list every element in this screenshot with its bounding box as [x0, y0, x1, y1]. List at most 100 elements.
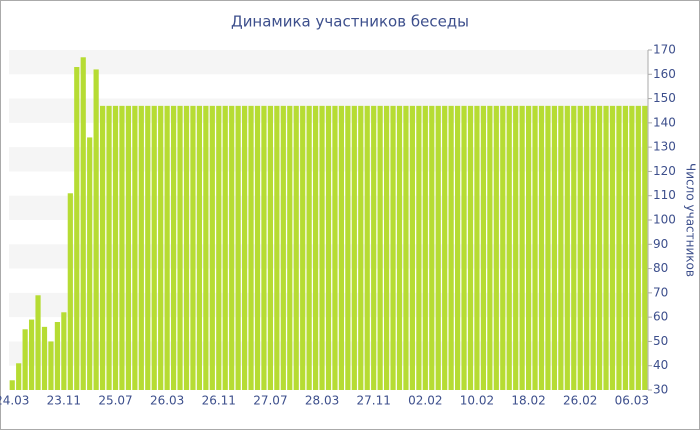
- bar: [603, 105, 609, 390]
- bar: [119, 105, 125, 390]
- x-tick-label: 26.11: [202, 394, 236, 408]
- x-tick-label: 27.07: [253, 394, 287, 408]
- bar: [480, 105, 487, 390]
- bar: [61, 312, 67, 390]
- bar: [216, 105, 222, 390]
- bar: [538, 105, 545, 390]
- bar: [461, 105, 467, 390]
- bar: [177, 105, 183, 390]
- bar: [364, 105, 370, 390]
- y-tick-label: 30: [653, 383, 668, 397]
- bar: [642, 105, 648, 390]
- bar: [93, 69, 99, 390]
- y-tick-label: 50: [653, 334, 668, 348]
- bar: [519, 105, 525, 390]
- bar: [564, 105, 570, 390]
- bar: [80, 57, 86, 391]
- bar: [577, 105, 583, 390]
- bar: [67, 193, 73, 390]
- bar: [416, 105, 422, 390]
- bar: [596, 105, 603, 390]
- bar: [87, 137, 93, 390]
- bar: [396, 105, 403, 390]
- bar: [474, 105, 480, 390]
- x-tick-label: 28.03: [305, 394, 339, 408]
- bar: [112, 105, 119, 390]
- bar: [54, 322, 61, 390]
- y-tick-label: 60: [653, 310, 668, 324]
- bar: [28, 319, 35, 390]
- bar: [551, 105, 558, 390]
- bar: [293, 105, 299, 390]
- bar: [390, 105, 396, 390]
- x-tick-label: 18.02: [511, 394, 545, 408]
- y-tick-label: 160: [653, 67, 676, 81]
- bar: [448, 105, 454, 390]
- bar: [235, 105, 241, 390]
- bar: [229, 105, 235, 390]
- bar: [41, 326, 48, 390]
- bar: [403, 105, 409, 390]
- bar: [525, 105, 532, 390]
- bar: [454, 105, 461, 390]
- bar: [151, 105, 157, 390]
- x-tick-label: 02.02: [408, 394, 442, 408]
- bar: [351, 105, 357, 390]
- y-tick-label: 80: [653, 261, 668, 275]
- bar: [170, 105, 177, 390]
- bar: [261, 105, 267, 390]
- bar: [487, 105, 493, 390]
- x-tick-label: 25.07: [98, 394, 132, 408]
- bar: [467, 105, 474, 390]
- y-tick-label: 140: [653, 115, 676, 129]
- bar: [358, 105, 364, 390]
- bar: [571, 105, 577, 390]
- bar: [203, 105, 209, 390]
- bar: [35, 295, 41, 390]
- bar: [306, 105, 312, 390]
- x-tick-label: 06.03: [615, 394, 649, 408]
- bar: [158, 105, 164, 390]
- bar: [190, 105, 196, 390]
- bar: [435, 105, 441, 390]
- bar: [287, 105, 293, 390]
- y-tick-label: 90: [653, 237, 668, 251]
- bar: [590, 105, 596, 390]
- bar: [506, 105, 512, 390]
- y-tick-label: 130: [653, 140, 676, 154]
- bar: [338, 105, 345, 390]
- bar: [319, 105, 325, 390]
- bar: [629, 105, 635, 390]
- bar: [22, 329, 28, 390]
- bar: [422, 105, 428, 390]
- bar: [280, 105, 286, 390]
- x-tick-label: 24.03: [0, 394, 29, 408]
- bar: [138, 105, 144, 390]
- bar: [558, 105, 564, 390]
- bar: [345, 105, 351, 390]
- bar: [183, 105, 190, 390]
- x-tick-label: 27.11: [357, 394, 391, 408]
- x-tick-label: 23.11: [47, 394, 81, 408]
- bar: [267, 105, 274, 390]
- y-tick-label: 40: [653, 358, 668, 372]
- bar: [241, 105, 248, 390]
- bar: [429, 105, 435, 390]
- y-tick-label: 100: [653, 213, 676, 227]
- bar: [48, 341, 54, 390]
- chart-title: Динамика участников беседы: [231, 13, 469, 31]
- y-tick-label: 70: [653, 285, 668, 299]
- bar: [74, 67, 80, 390]
- bar: [609, 105, 616, 390]
- bar: [125, 105, 132, 390]
- y-tick-label: 120: [653, 164, 676, 178]
- x-tick-label: 26.02: [563, 394, 597, 408]
- bar: [332, 105, 338, 390]
- bar: [132, 105, 138, 390]
- bar: [383, 105, 390, 390]
- bar: [545, 105, 551, 390]
- bar: [106, 105, 112, 390]
- bar: [635, 105, 641, 390]
- bar: [584, 105, 590, 390]
